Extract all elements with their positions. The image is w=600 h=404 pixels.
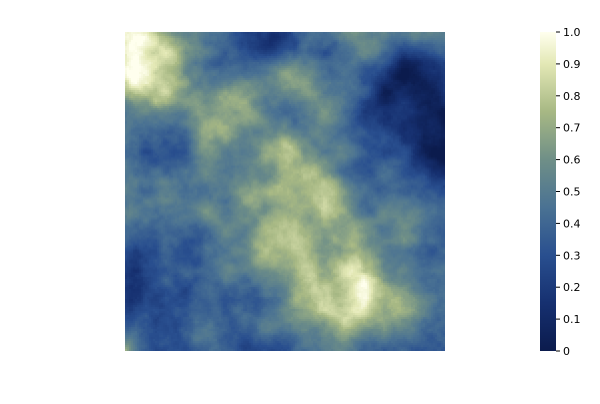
colorbar-ticks: 0 0.1 0.2 0.3 0.4 0.5 0.6 0.7 0.8 0.9 1.0 [556, 26, 581, 358]
colorbar-tick-label: 0.4 [563, 217, 581, 230]
heatmap-image [125, 32, 445, 351]
colorbar-tick-label: 0 [563, 345, 570, 358]
colorbar-tick-label: 0.5 [563, 186, 581, 199]
colorbar-tick-label: 0.3 [563, 249, 581, 262]
colorbar-tick-label: 0.6 [563, 154, 581, 167]
colorbar: 0 0.1 0.2 0.3 0.4 0.5 0.6 0.7 0.8 0.9 1.0 [540, 26, 581, 358]
colorbar-tick-label: 0.8 [563, 90, 581, 103]
colorbar-tick-label: 1.0 [563, 26, 581, 39]
colorbar-tick-label: 0.2 [563, 281, 581, 294]
colorbar-tick-label: 0.7 [563, 122, 581, 135]
heatmap-area [125, 32, 445, 351]
colorbar-tick-label: 0.1 [563, 313, 581, 326]
colorbar-gradient [540, 32, 556, 351]
colorbar-tick-label: 0.9 [563, 58, 581, 71]
